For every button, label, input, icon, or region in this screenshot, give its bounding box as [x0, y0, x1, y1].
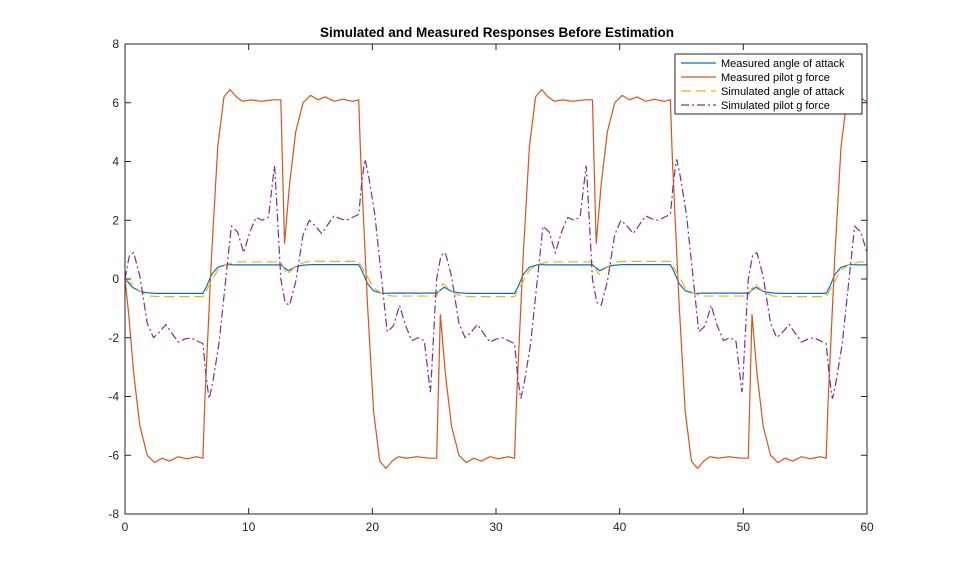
- y-tick-label: -4: [108, 390, 119, 404]
- x-tick-label: 10: [242, 520, 256, 534]
- y-tick-label: 4: [112, 155, 119, 169]
- series-line-3: [125, 260, 867, 298]
- y-tick-label: 6: [112, 96, 119, 110]
- x-tick-label: 40: [613, 520, 627, 534]
- legend-label: Simulated pilot g force: [721, 100, 830, 112]
- legend-label: Measured angle of attack: [721, 58, 845, 70]
- y-tick-label: 2: [112, 213, 119, 227]
- legend: Measured angle of attack Measured pilot g…: [674, 53, 863, 115]
- x-axis: 0 10 20 30 40 50 60: [122, 44, 874, 534]
- legend-label: Measured pilot g force: [721, 72, 830, 84]
- series-layer: [125, 89, 867, 469]
- y-tick-label: 8: [112, 37, 119, 51]
- legend-box: [674, 53, 863, 115]
- x-tick-label: 0: [122, 520, 129, 534]
- series-line-1: [125, 264, 867, 294]
- x-tick-label: 20: [366, 520, 380, 534]
- chart-title: Simulated and Measured Responses Before …: [320, 25, 674, 40]
- x-tick-label: 50: [737, 520, 751, 534]
- series-line-2: [125, 89, 867, 469]
- y-axis: -8 -6 -4 -2 0 2 4 6 8: [108, 37, 867, 521]
- x-tick-label: 60: [860, 520, 874, 534]
- plot-area: [125, 44, 867, 514]
- y-tick-label: 0: [112, 272, 119, 286]
- y-tick-label: -8: [108, 507, 119, 521]
- y-tick-label: -2: [108, 331, 119, 345]
- legend-label: Simulated angle of attack: [721, 86, 845, 98]
- series-line-4: [125, 159, 867, 399]
- x-tick-label: 30: [489, 520, 503, 534]
- y-tick-label: -6: [108, 448, 119, 462]
